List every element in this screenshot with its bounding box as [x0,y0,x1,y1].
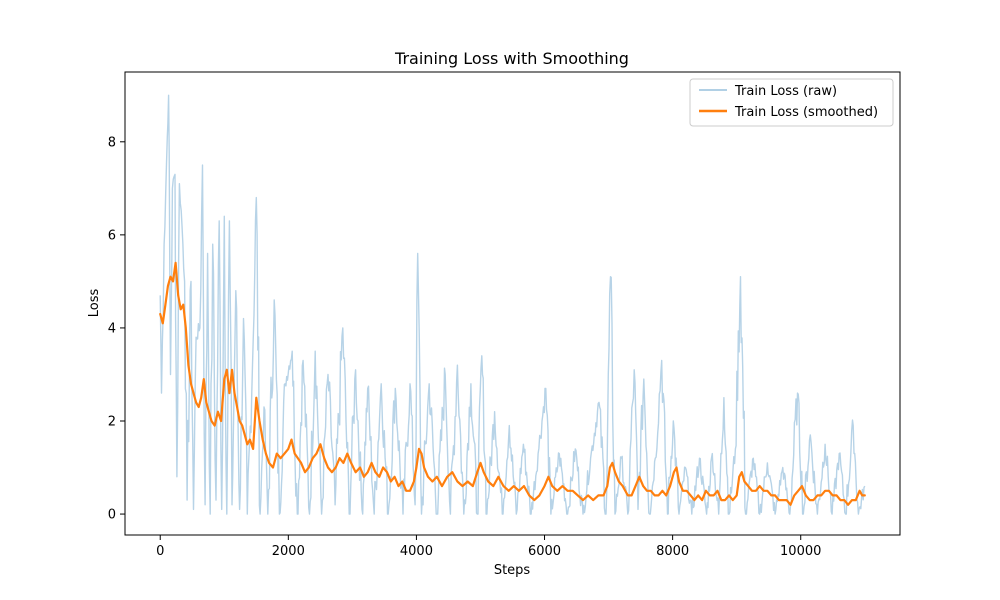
legend: Train Loss (raw) Train Loss (smoothed) [689,78,894,127]
x-tick-label: 0 [156,544,164,559]
plot-area [159,94,866,515]
chart-title: Training Loss with Smoothing [394,49,629,68]
x-tick-label: 8000 [656,544,689,559]
legend-label-raw: Train Loss (raw) [734,84,837,99]
y-tick-label: 8 [108,135,116,150]
y-tick-label: 6 [108,228,116,243]
y-axis-ticks: 0 2 4 6 8 [108,135,125,523]
smoothed-series [159,261,866,506]
x-axis-ticks: 0 2000 4000 6000 8000 10000 [156,535,821,559]
x-tick-label: 2000 [272,544,305,559]
y-tick-label: 0 [108,508,116,523]
series-line-raw [159,94,866,515]
series-line-smoothed [159,261,866,506]
x-axis-label: Steps [494,563,531,578]
axes-frame [124,71,901,536]
y-tick-label: 4 [108,321,116,336]
raw-series [159,94,866,515]
y-axis-label: Loss [87,289,102,318]
x-tick-label: 10000 [780,544,821,559]
y-tick-label: 2 [108,414,116,429]
legend-label-smoothed: Train Loss (smoothed) [734,105,878,120]
legend-box [689,78,894,127]
x-tick-label: 4000 [400,544,433,559]
x-tick-label: 6000 [528,544,561,559]
